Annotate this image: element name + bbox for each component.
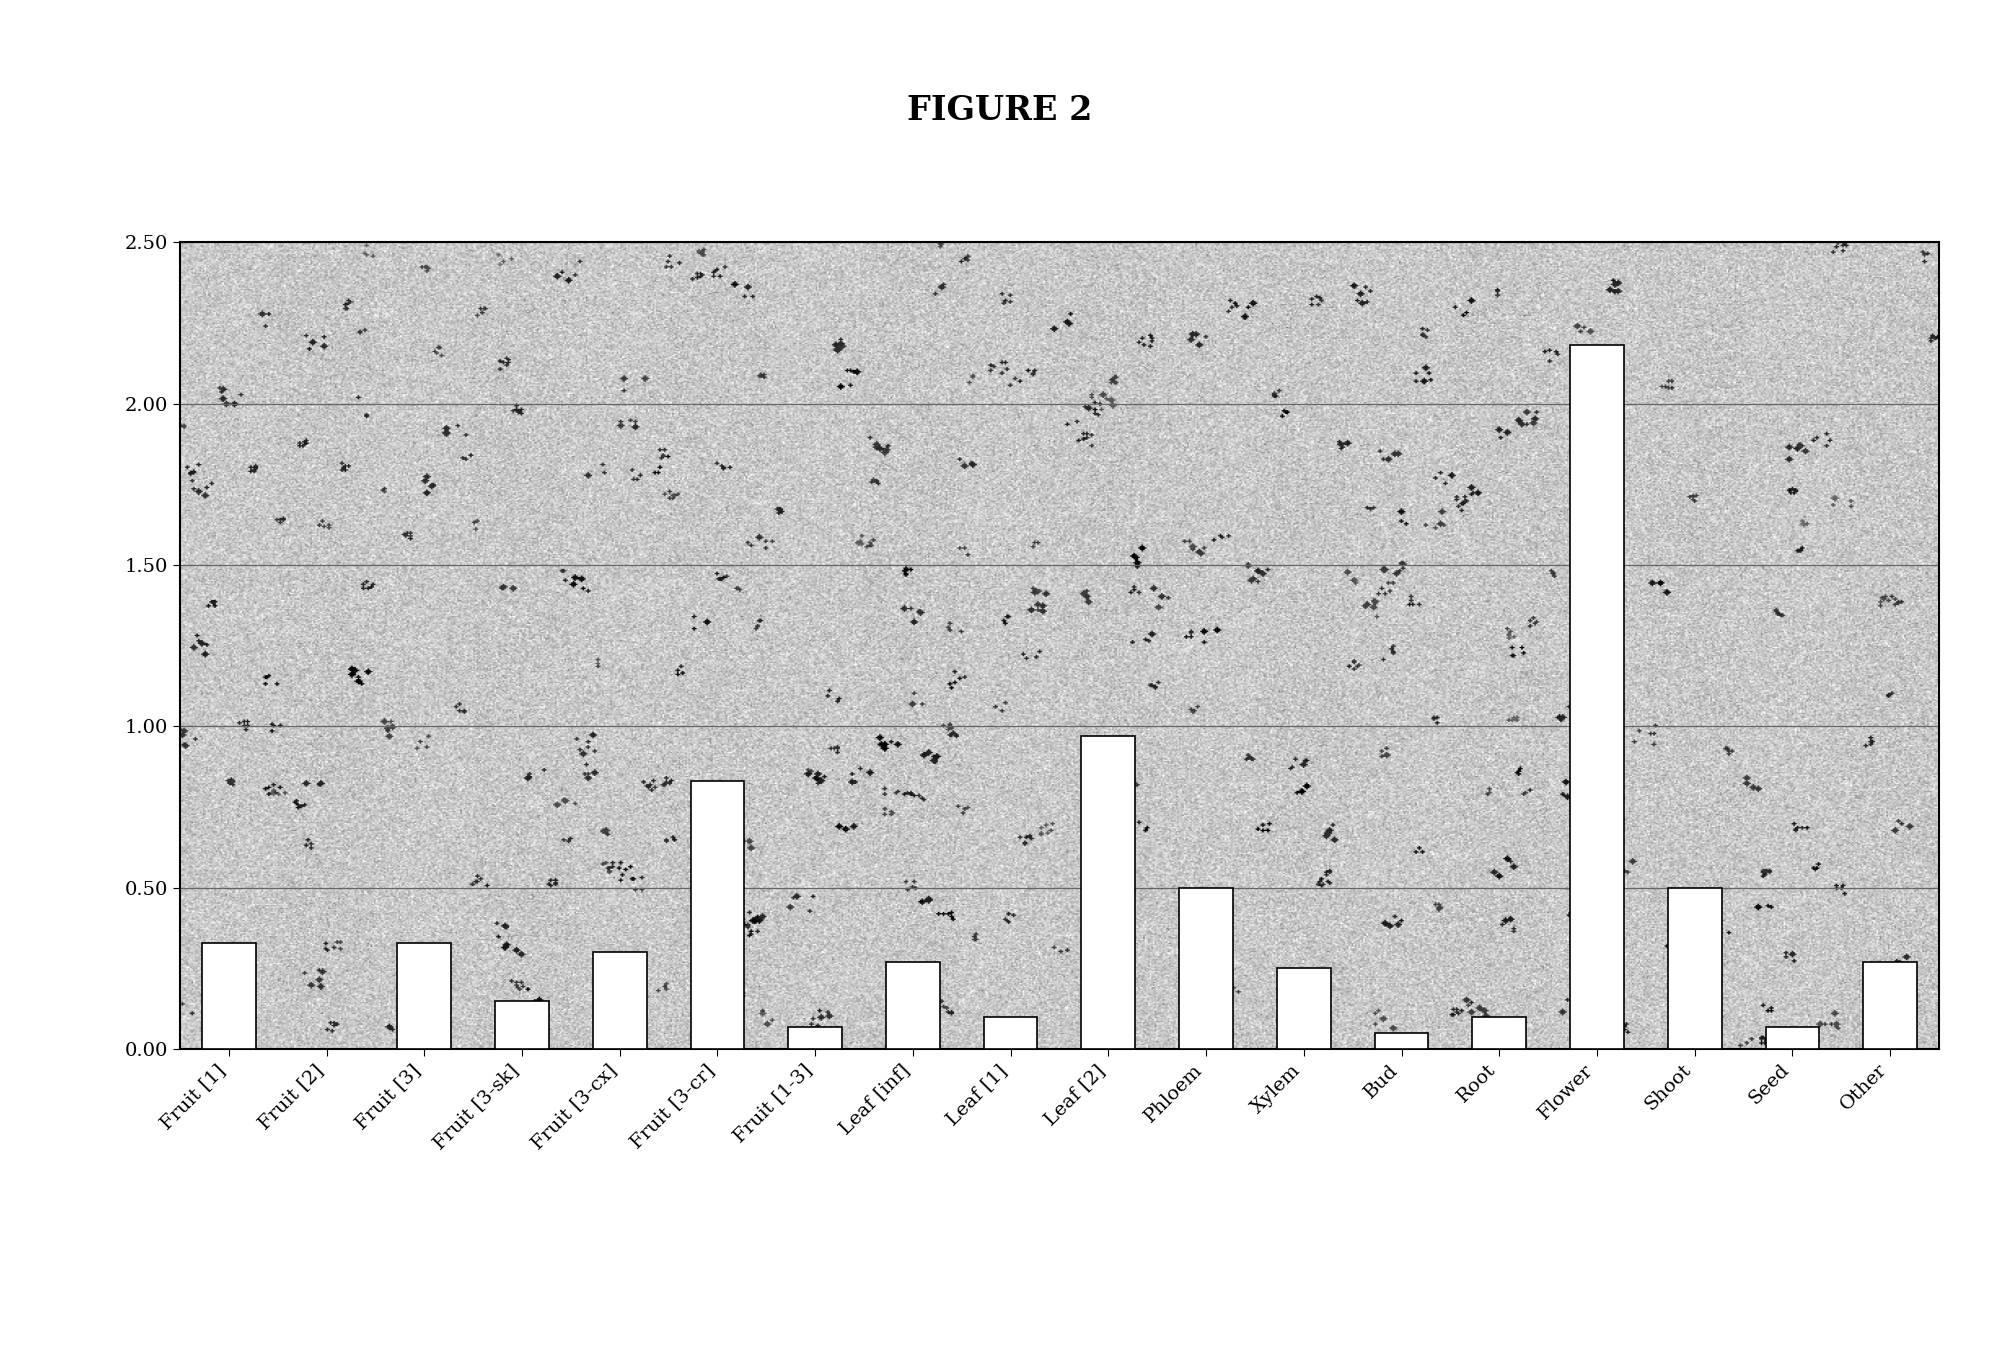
Bar	[667, 242, 765, 1049]
Bar	[376, 242, 474, 1049]
Bar	[885, 962, 939, 1049]
Bar	[1862, 962, 1916, 1049]
Bar	[1840, 242, 1938, 1049]
Bar	[1546, 242, 1644, 1049]
Bar	[202, 943, 256, 1049]
Bar	[1179, 888, 1233, 1049]
Bar	[1059, 242, 1157, 1049]
Bar	[1157, 242, 1255, 1049]
Bar	[1764, 1026, 1818, 1049]
Bar	[961, 242, 1059, 1049]
Bar	[278, 242, 376, 1049]
Bar	[571, 242, 667, 1049]
Text: FIGURE 2: FIGURE 2	[907, 94, 1091, 128]
Bar	[1666, 888, 1720, 1049]
Bar	[1353, 242, 1451, 1049]
Bar	[398, 943, 452, 1049]
Bar	[474, 242, 571, 1049]
Bar	[1644, 242, 1742, 1049]
Bar	[180, 242, 278, 1049]
Bar	[863, 242, 961, 1049]
Bar	[1277, 968, 1331, 1049]
Bar	[787, 1026, 841, 1049]
Bar	[1451, 242, 1546, 1049]
Bar	[593, 952, 645, 1049]
Bar	[1473, 1017, 1524, 1049]
Bar	[689, 781, 743, 1049]
Bar	[1742, 242, 1840, 1049]
Bar	[765, 242, 863, 1049]
Bar	[1081, 736, 1135, 1049]
Bar	[496, 1001, 549, 1049]
Bar	[1375, 1033, 1429, 1049]
Bar	[1568, 346, 1622, 1049]
Bar	[1255, 242, 1353, 1049]
Bar	[983, 1017, 1037, 1049]
